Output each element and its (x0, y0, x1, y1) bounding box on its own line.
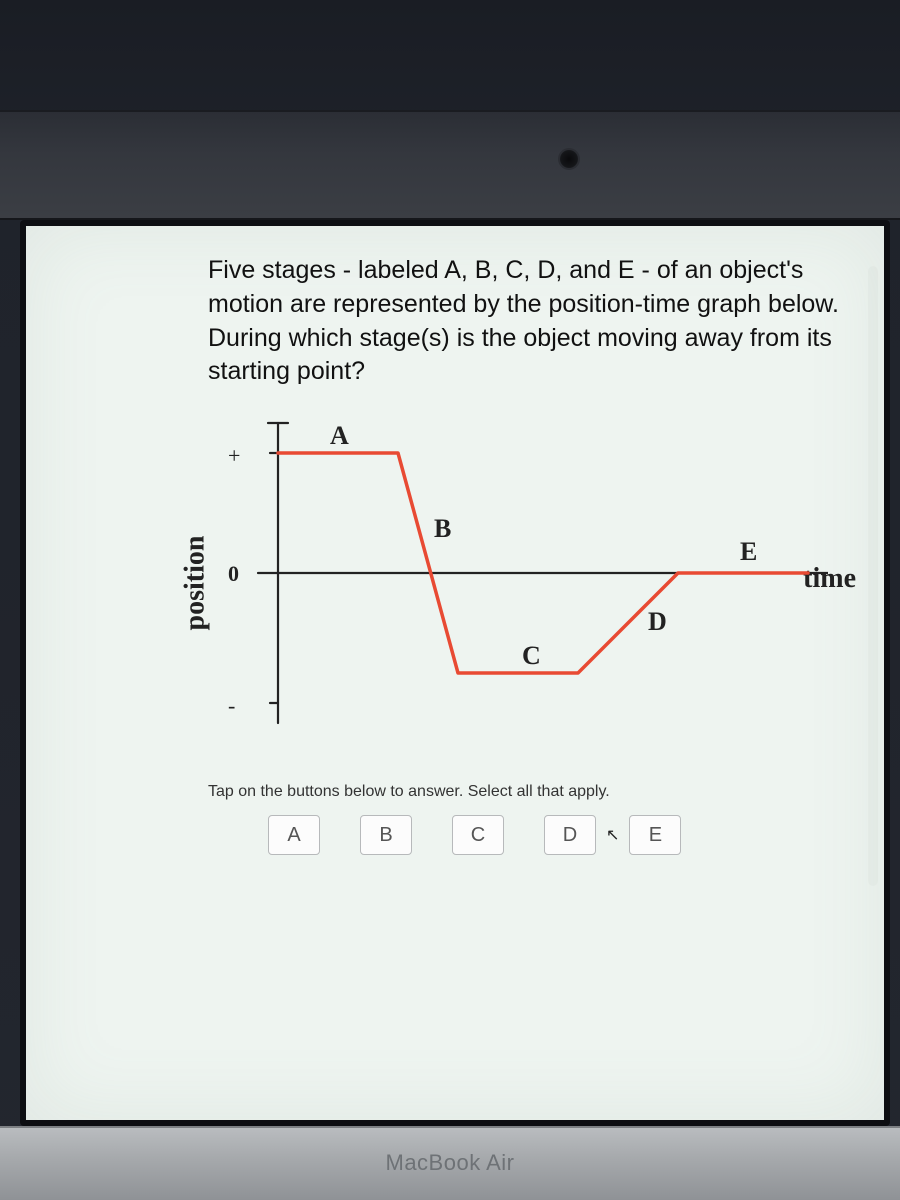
segment-label-a: A (330, 421, 349, 451)
answer-buttons: A B C D ↖ E (268, 815, 854, 855)
answer-button-e[interactable]: E (629, 815, 681, 855)
instruction-text: Tap on the buttons below to answer. Sele… (208, 783, 854, 801)
y-tick-plus: + (228, 443, 240, 469)
segment-label-d: D (648, 607, 667, 637)
segment-label-c: C (522, 641, 541, 671)
y-tick-minus: - (228, 693, 235, 719)
laptop-bezel-top (0, 110, 900, 220)
answer-button-b[interactable]: B (360, 815, 412, 855)
quiz-content: Five stages - labeled A, B, C, D, and E … (68, 254, 854, 1100)
chart-svg (248, 413, 828, 753)
y-axis-label: position (179, 536, 211, 631)
answer-button-a[interactable]: A (268, 815, 320, 855)
laptop-base: MacBook Air (0, 1126, 900, 1200)
segment-label-b: B (434, 514, 451, 544)
answer-button-c[interactable]: C (452, 815, 504, 855)
y-tick-zero: 0 (228, 561, 239, 587)
screen: Five stages - labeled A, B, C, D, and E … (20, 220, 890, 1126)
scrollbar[interactable] (868, 266, 878, 886)
camera-icon (560, 150, 578, 168)
answer-button-d[interactable]: D (544, 815, 596, 855)
segment-label-e: E (740, 537, 757, 567)
device-label: MacBook Air (0, 1128, 900, 1176)
question-text: Five stages - labeled A, B, C, D, and E … (208, 254, 844, 389)
position-time-graph: position time + 0 - ABCDE (168, 413, 828, 753)
cursor-icon: ↖ (606, 825, 619, 845)
